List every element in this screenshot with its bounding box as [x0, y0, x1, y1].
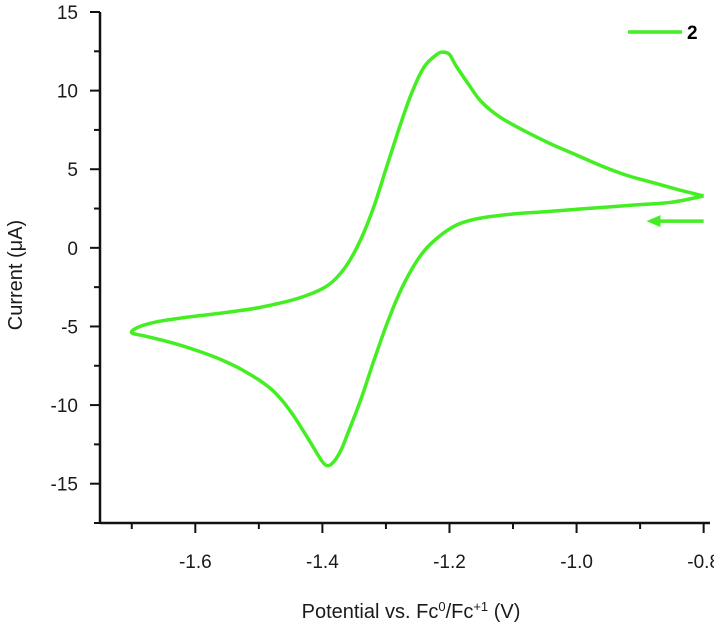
- axes: [98, 12, 710, 525]
- x-tick-label: -1.2: [433, 552, 466, 573]
- x-axis-title-mid: /Fc: [446, 601, 474, 623]
- x-axis-ticks: -1.6 -1.4 -1.2 -1.0 -0.8: [130, 523, 714, 573]
- y-tick-label: 5: [67, 160, 78, 181]
- y-tick-label: 15: [57, 3, 78, 24]
- arrow-head: [646, 215, 661, 228]
- x-axis-title: Potential vs. Fc0/Fc+1 (V): [302, 599, 521, 624]
- x-tick-label: -1.6: [179, 552, 212, 573]
- x-axis-title-sup2: +1: [473, 599, 488, 614]
- x-axis-title-suffix: (V): [488, 601, 520, 623]
- y-tick-label: 10: [57, 82, 78, 103]
- x-tick-label: -1.4: [306, 552, 339, 573]
- series-layer: [129, 50, 705, 468]
- y-tick-label: -15: [51, 475, 78, 496]
- x-axis-title-prefix: Potential vs. Fc: [302, 601, 439, 623]
- y-axis-ticks: 15 10 5 0 -5 -10 -15: [51, 3, 100, 524]
- series-line-2: [129, 50, 705, 468]
- x-tick-label: -0.8: [687, 552, 714, 573]
- legend-label: 2: [687, 23, 698, 44]
- y-tick-label: -5: [61, 317, 78, 338]
- x-axis-title-sup1: 0: [438, 599, 445, 614]
- legend: 2: [628, 23, 698, 44]
- y-axis-title: Current (μA): [5, 220, 27, 330]
- x-tick-label: -1.0: [560, 552, 593, 573]
- y-tick-label: -10: [51, 396, 78, 417]
- scan-direction-arrow: [646, 215, 704, 228]
- y-tick-label: 0: [67, 239, 78, 260]
